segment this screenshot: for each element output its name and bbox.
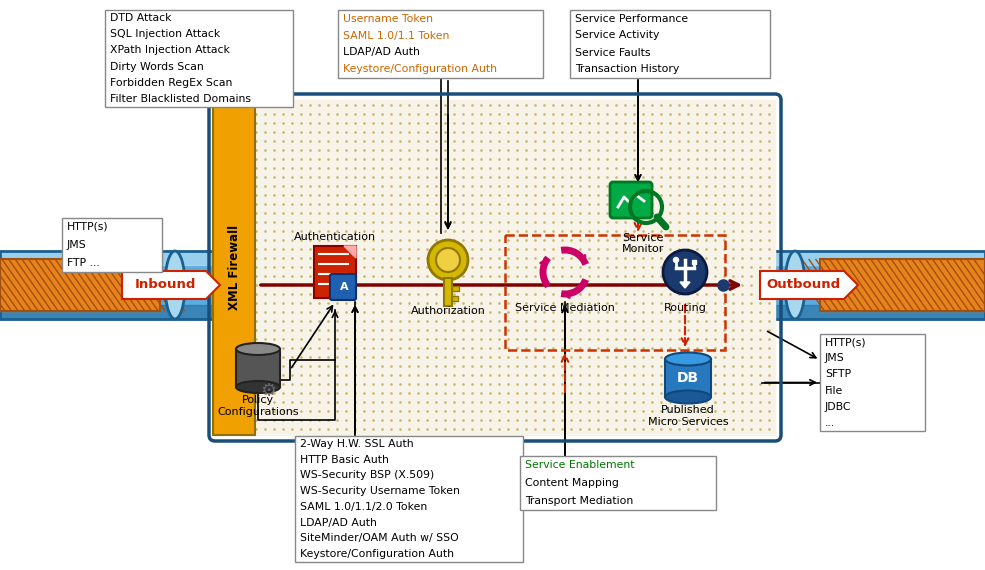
- Text: DB: DB: [677, 371, 699, 385]
- Text: File: File: [825, 385, 843, 396]
- Text: XPath Injection Attack: XPath Injection Attack: [110, 46, 230, 55]
- Text: Content Mapping: Content Mapping: [525, 478, 619, 488]
- Text: Micro Services: Micro Services: [648, 417, 728, 427]
- Ellipse shape: [165, 251, 185, 319]
- Bar: [820, 259, 985, 311]
- Text: Configurations: Configurations: [217, 407, 298, 417]
- Bar: [665, 359, 711, 397]
- Polygon shape: [122, 271, 220, 299]
- Bar: [215, 100, 775, 435]
- Text: Authorization: Authorization: [411, 306, 486, 316]
- Text: Transaction History: Transaction History: [575, 64, 680, 75]
- Ellipse shape: [785, 251, 805, 319]
- Text: JMS: JMS: [67, 240, 87, 250]
- Bar: [760, 251, 985, 319]
- Text: HTTP(s): HTTP(s): [825, 337, 867, 347]
- Text: LDAP/AD Auth: LDAP/AD Auth: [300, 518, 377, 528]
- Text: WS-Security Username Token: WS-Security Username Token: [300, 486, 460, 496]
- Bar: [0, 251, 220, 319]
- Bar: [0, 251, 220, 264]
- Text: Filter Blacklisted Domains: Filter Blacklisted Domains: [110, 94, 251, 104]
- Polygon shape: [680, 282, 690, 288]
- Text: Routing: Routing: [664, 303, 706, 313]
- Text: Published: Published: [661, 405, 715, 415]
- Text: JMS: JMS: [825, 353, 845, 363]
- Ellipse shape: [665, 352, 711, 365]
- Text: Keystore/Configuration Auth: Keystore/Configuration Auth: [300, 549, 454, 559]
- Text: Service Faults: Service Faults: [575, 47, 650, 58]
- Text: SQL Injection Attack: SQL Injection Attack: [110, 29, 221, 39]
- Bar: [520, 456, 716, 510]
- Text: Authentication: Authentication: [294, 232, 376, 242]
- Bar: [0, 251, 220, 319]
- Text: SAML 1.0/1.1 Token: SAML 1.0/1.1 Token: [343, 31, 449, 40]
- Text: SiteMinder/OAM Auth w/ SSO: SiteMinder/OAM Auth w/ SSO: [300, 534, 459, 543]
- Text: Outbound: Outbound: [766, 279, 840, 291]
- Text: LDAP/AD Auth: LDAP/AD Auth: [343, 47, 420, 58]
- Text: WS-Security BSP (X.509): WS-Security BSP (X.509): [300, 470, 434, 481]
- Text: Forbidden RegEx Scan: Forbidden RegEx Scan: [110, 78, 232, 88]
- Bar: [236, 349, 280, 387]
- Text: 2-Way H.W. SSL Auth: 2-Way H.W. SSL Auth: [300, 439, 414, 449]
- Text: Service Enablement: Service Enablement: [525, 460, 634, 470]
- Bar: [452, 286, 459, 291]
- Text: FTP ...: FTP ...: [67, 258, 99, 267]
- Text: SAML 1.0/1.1/2.0 Token: SAML 1.0/1.1/2.0 Token: [300, 502, 427, 512]
- Text: Keystore/Configuration Auth: Keystore/Configuration Auth: [343, 64, 497, 75]
- Circle shape: [663, 250, 707, 294]
- Text: Service Performance: Service Performance: [575, 14, 689, 23]
- Text: ...: ...: [825, 418, 835, 428]
- Bar: [570, 10, 770, 78]
- Text: HTTP(s): HTTP(s): [67, 222, 108, 232]
- Bar: [213, 100, 255, 435]
- Circle shape: [436, 248, 460, 272]
- Text: Monitor: Monitor: [622, 244, 664, 254]
- Text: DTD Attack: DTD Attack: [110, 13, 171, 23]
- Bar: [820, 259, 985, 311]
- Bar: [760, 306, 985, 319]
- Text: JDBC: JDBC: [825, 402, 851, 412]
- Text: ⚙: ⚙: [260, 382, 276, 400]
- Bar: [105, 10, 293, 107]
- Bar: [295, 436, 523, 562]
- Bar: [0, 306, 220, 319]
- Text: Dirty Words Scan: Dirty Words Scan: [110, 62, 204, 72]
- Ellipse shape: [665, 390, 711, 404]
- Circle shape: [674, 258, 679, 263]
- Bar: [820, 334, 925, 431]
- FancyBboxPatch shape: [330, 274, 356, 300]
- Text: Username Token: Username Token: [343, 14, 433, 23]
- Polygon shape: [344, 246, 356, 258]
- Text: Transport Mediation: Transport Mediation: [525, 495, 633, 506]
- Bar: [760, 251, 985, 319]
- Text: Service Activity: Service Activity: [575, 31, 659, 40]
- Text: Service Mediation: Service Mediation: [515, 303, 615, 313]
- Ellipse shape: [236, 343, 280, 355]
- Bar: [760, 251, 985, 264]
- Text: XML Firewall: XML Firewall: [228, 225, 240, 310]
- Ellipse shape: [236, 381, 280, 393]
- Bar: [0, 259, 160, 311]
- Bar: [314, 246, 356, 298]
- Bar: [452, 296, 458, 301]
- Bar: [0, 259, 160, 311]
- Bar: [692, 260, 696, 264]
- Text: HTTP Basic Auth: HTTP Basic Auth: [300, 455, 389, 465]
- Text: A: A: [340, 282, 349, 292]
- Bar: [505, 235, 725, 350]
- Text: Inbound: Inbound: [134, 279, 196, 291]
- Polygon shape: [760, 271, 858, 299]
- Text: Service: Service: [623, 233, 664, 243]
- Circle shape: [428, 240, 468, 280]
- FancyBboxPatch shape: [610, 182, 652, 218]
- Text: SFTP: SFTP: [825, 369, 851, 380]
- Bar: [444, 278, 452, 306]
- Bar: [62, 218, 162, 271]
- Text: Policy: Policy: [242, 395, 274, 405]
- Bar: [338, 10, 543, 78]
